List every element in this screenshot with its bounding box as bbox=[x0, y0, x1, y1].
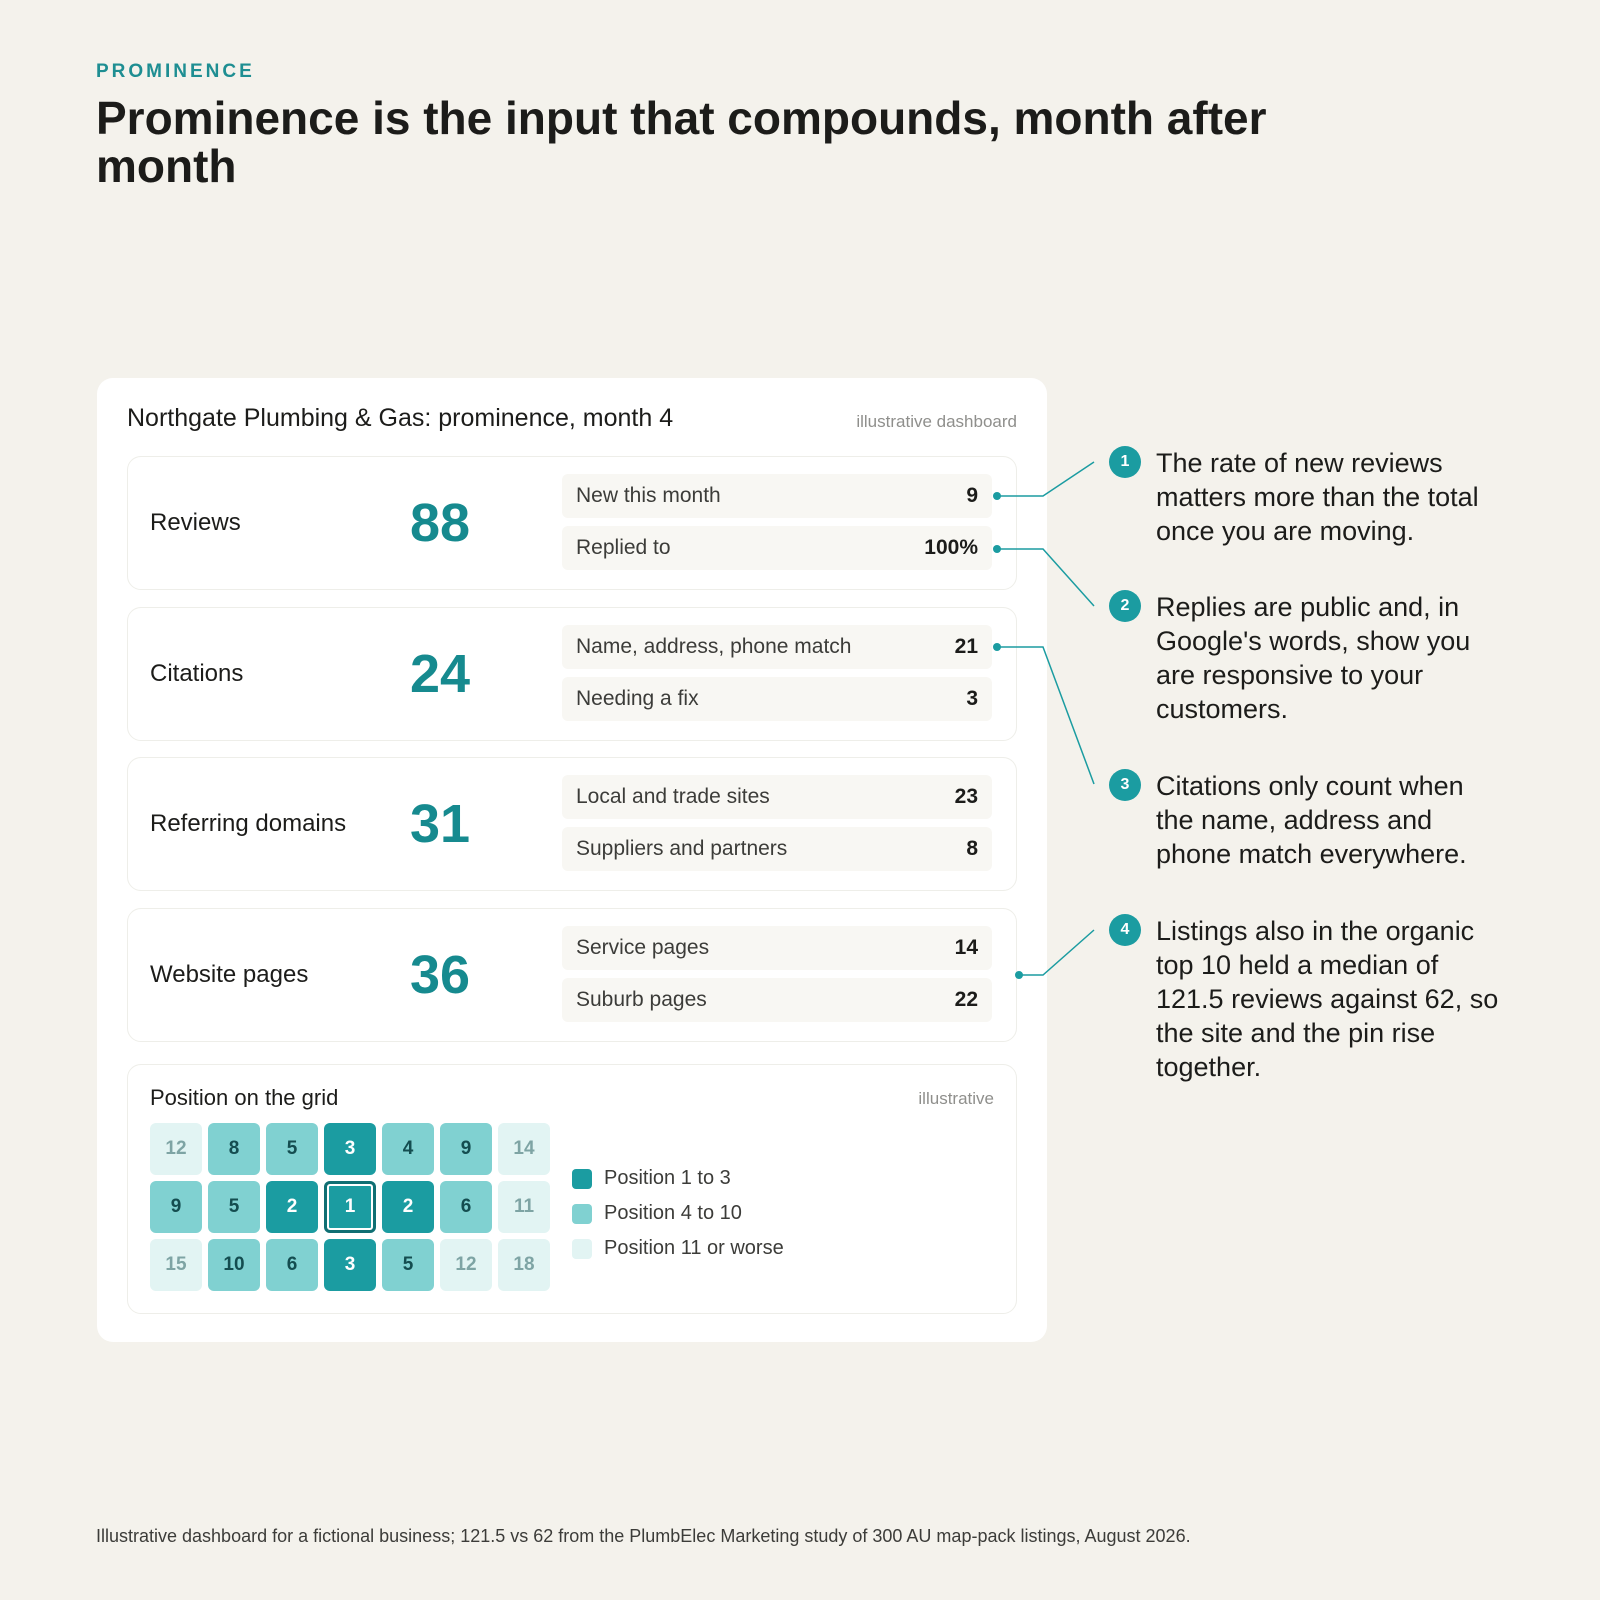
connector-3 bbox=[997, 646, 1095, 785]
rank-grid: 12 8 5 3 4 9 14 9 5 2 1 2 6 11 15 10 6 3 5 12 18 bbox=[150, 1123, 550, 1291]
grid-legend: Position 1 to 3 Position 4 to 10 Positio… bbox=[572, 1161, 784, 1266]
page-title: Prominence is the input that compounds, … bbox=[96, 92, 1267, 192]
grid-cell: 6 bbox=[266, 1239, 318, 1291]
legend-label: Position 11 or worse bbox=[604, 1237, 784, 1259]
grid-cell: 12 bbox=[440, 1239, 492, 1291]
grid-cell: 9 bbox=[440, 1123, 492, 1175]
connector-dot bbox=[993, 545, 1001, 553]
grid-cell: 2 bbox=[382, 1181, 434, 1233]
grid-cell: 10 bbox=[208, 1239, 260, 1291]
metric-value: 24 bbox=[410, 644, 471, 704]
sub-stat-value: 22 bbox=[954, 988, 978, 1011]
callout-text: The rate of new reviews matters more tha… bbox=[1156, 448, 1479, 546]
legend-item: Position 4 to 10 bbox=[572, 1196, 784, 1231]
connector-dot bbox=[993, 643, 1001, 651]
metric-value: 36 bbox=[410, 945, 471, 1005]
grid-cell: 12 bbox=[150, 1123, 202, 1175]
metric-label: Reviews bbox=[150, 509, 241, 536]
callout-text: Citations only count when the name, addr… bbox=[1156, 771, 1467, 869]
connector-2 bbox=[997, 548, 1095, 607]
grid-cell: 8 bbox=[208, 1123, 260, 1175]
sub-stat-row: Suppliers and partners 8 bbox=[562, 827, 992, 871]
legend-label: Position 4 to 10 bbox=[604, 1202, 742, 1224]
sub-stat-value: 23 bbox=[954, 785, 978, 808]
grid-cell: 5 bbox=[266, 1123, 318, 1175]
grid-cell: 15 bbox=[150, 1239, 202, 1291]
sub-stat-row: Replied to 100% bbox=[562, 526, 992, 570]
sub-stat-row: Name, address, phone match 21 bbox=[562, 625, 992, 669]
sub-stat-label: New this month bbox=[576, 484, 721, 507]
metric-reviews: Reviews 88 New this month 9 Replied to 1… bbox=[127, 456, 1017, 590]
grid-cell: 3 bbox=[324, 1239, 376, 1291]
sub-stat-value: 100% bbox=[924, 536, 978, 559]
metric-citations: Citations 24 Name, address, phone match … bbox=[127, 607, 1017, 741]
legend-swatch bbox=[572, 1203, 592, 1224]
sub-stat-label: Replied to bbox=[576, 536, 671, 559]
legend-label: Position 1 to 3 bbox=[604, 1167, 731, 1189]
grid-cell: 1 bbox=[324, 1181, 376, 1233]
connector-dot bbox=[1015, 971, 1023, 979]
metric-referring-domains: Referring domains 31 Local and trade sit… bbox=[127, 757, 1017, 891]
sub-stat-row: New this month 9 bbox=[562, 474, 992, 518]
sub-stat-value: 9 bbox=[966, 484, 978, 507]
callout-number-badge: 3 bbox=[1109, 769, 1141, 801]
dashboard-note: illustrative dashboard bbox=[856, 412, 1017, 431]
grid-cell: 14 bbox=[498, 1123, 550, 1175]
grid-cell: 3 bbox=[324, 1123, 376, 1175]
metric-value: 31 bbox=[410, 794, 471, 854]
callout-text: Listings also in the organic top 10 held… bbox=[1156, 916, 1499, 1082]
sub-stat-row: Local and trade sites 23 bbox=[562, 775, 992, 819]
callout-number-badge: 2 bbox=[1109, 590, 1141, 622]
metric-value: 88 bbox=[410, 493, 471, 553]
sub-stat-label: Suburb pages bbox=[576, 988, 707, 1011]
metric-label: Referring domains bbox=[150, 810, 347, 837]
legend-swatch bbox=[572, 1238, 592, 1259]
grid-cell: 11 bbox=[498, 1181, 550, 1233]
source-footnote: Illustrative dashboard for a fictional b… bbox=[96, 1526, 1191, 1546]
callout-number-badge: 1 bbox=[1109, 446, 1141, 478]
connector-dot bbox=[993, 492, 1001, 500]
sub-stat-value: 8 bbox=[966, 837, 978, 860]
sub-stat-label: Local and trade sites bbox=[576, 785, 770, 808]
sub-stat-label: Service pages bbox=[576, 936, 710, 959]
sub-stat-label: Needing a fix bbox=[576, 687, 699, 710]
grid-note: illustrative bbox=[918, 1089, 994, 1108]
connector-1 bbox=[997, 461, 1095, 497]
sub-stat-value: 3 bbox=[966, 687, 978, 710]
grid-cell: 18 bbox=[498, 1239, 550, 1291]
metric-label: Citations bbox=[150, 660, 244, 687]
legend-item: Position 11 or worse bbox=[572, 1231, 784, 1266]
sub-stat-label: Suppliers and partners bbox=[576, 837, 788, 860]
grid-cell: 2 bbox=[266, 1181, 318, 1233]
section-eyebrow: PROMINENCE bbox=[96, 61, 255, 82]
grid-cell: 9 bbox=[150, 1181, 202, 1233]
connector-4 bbox=[1019, 929, 1095, 976]
callout-number-badge: 4 bbox=[1109, 914, 1141, 946]
legend-swatch bbox=[572, 1168, 592, 1189]
metric-label: Website pages bbox=[150, 961, 309, 988]
sub-stat-row: Needing a fix 3 bbox=[562, 677, 992, 721]
grid-title: Position on the grid bbox=[150, 1085, 339, 1110]
legend-item: Position 1 to 3 bbox=[572, 1161, 784, 1196]
sub-stat-value: 14 bbox=[954, 936, 978, 959]
grid-cell: 5 bbox=[382, 1239, 434, 1291]
grid-cell: 6 bbox=[440, 1181, 492, 1233]
sub-stat-row: Suburb pages 22 bbox=[562, 978, 992, 1022]
sub-stat-label: Name, address, phone match bbox=[576, 635, 852, 658]
callout-text: Replies are public and, in Google's word… bbox=[1156, 592, 1471, 724]
sub-stat-row: Service pages 14 bbox=[562, 926, 992, 970]
metric-website-pages: Website pages 36 Service pages 14 Suburb… bbox=[127, 908, 1017, 1042]
grid-cell: 4 bbox=[382, 1123, 434, 1175]
grid-cell: 5 bbox=[208, 1181, 260, 1233]
dashboard-card: Northgate Plumbing & Gas: prominence, mo… bbox=[97, 378, 1047, 1342]
dashboard-title: Northgate Plumbing & Gas: prominence, mo… bbox=[127, 404, 674, 432]
position-grid-panel: Position on the grid illustrative 12 8 5 3 4… bbox=[127, 1064, 1017, 1314]
sub-stat-value: 21 bbox=[954, 635, 978, 658]
